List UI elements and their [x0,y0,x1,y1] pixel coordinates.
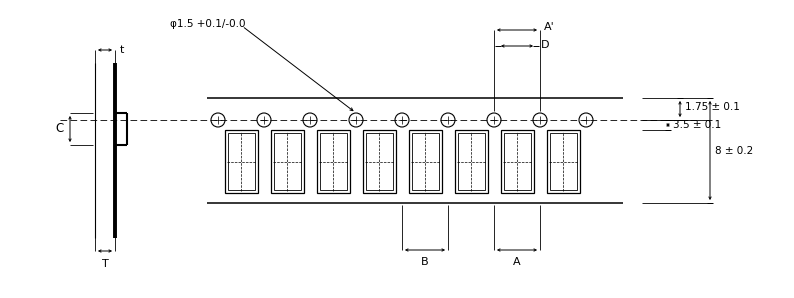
Text: A': A' [544,22,555,32]
Text: A: A [513,257,521,267]
Text: D: D [541,40,549,50]
Text: 3.5 ± 0.1: 3.5 ± 0.1 [673,120,721,130]
Bar [549,133,576,190]
Text: B: B [421,257,429,267]
Bar [271,130,303,193]
Bar [500,130,534,193]
Text: φ1.5 +0.1/-0.0: φ1.5 +0.1/-0.0 [170,19,245,29]
Text: T: T [102,259,108,269]
Text: 8 ± 0.2: 8 ± 0.2 [715,145,754,156]
Bar [454,130,488,193]
Text: C: C [56,122,64,136]
Bar [503,133,530,190]
Bar [363,130,395,193]
Bar [228,133,255,190]
Bar [411,133,438,190]
Bar [408,130,441,193]
Bar [365,133,392,190]
Bar [273,133,300,190]
Bar [546,130,580,193]
Text: 1.75 ± 0.1: 1.75 ± 0.1 [685,102,740,112]
Bar [317,130,349,193]
Bar [225,130,257,193]
Text: t: t [120,45,125,55]
Bar [457,133,484,190]
Bar [319,133,346,190]
